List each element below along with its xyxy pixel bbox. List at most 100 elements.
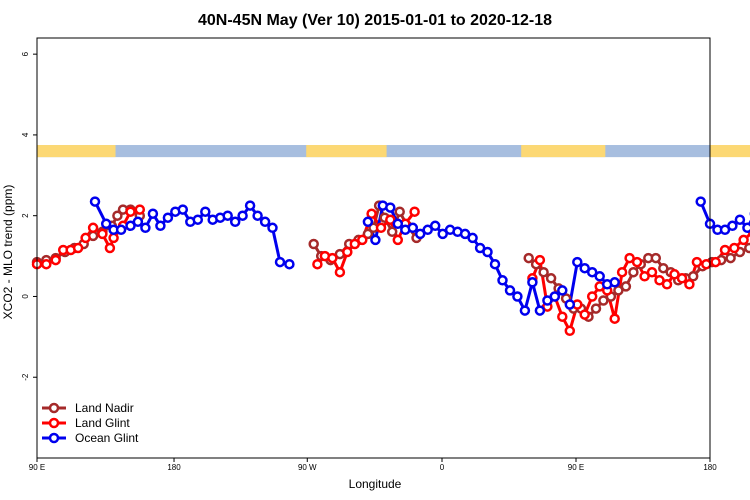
x-tick-label: 180 (703, 463, 717, 472)
data-point (104, 242, 116, 254)
data-point (489, 258, 501, 270)
y-axis-label: XCO2 - MLO trend (ppm) (1, 185, 15, 320)
legend-label: Land Glint (75, 416, 130, 430)
data-point (609, 277, 620, 288)
x-tick-label: 90 E (29, 463, 45, 472)
data-point (564, 325, 576, 337)
data-point (394, 206, 405, 217)
data-point (729, 242, 740, 254)
legend-swatch-point (48, 417, 60, 429)
data-point (414, 228, 426, 240)
data-point (459, 228, 471, 240)
data-point (252, 210, 263, 221)
data-point (613, 285, 624, 296)
data-point (545, 273, 557, 284)
x-axis-label: Longitude (349, 477, 402, 491)
data-point (200, 206, 211, 217)
data-point (177, 204, 189, 215)
data-point (631, 256, 643, 268)
data-point (512, 291, 523, 302)
data-point (284, 258, 295, 270)
data-point (687, 271, 699, 282)
data-point (710, 256, 721, 268)
data-point (409, 206, 420, 217)
data-point (586, 266, 598, 278)
data-point (259, 216, 271, 228)
data-point (646, 266, 658, 278)
data-point (695, 196, 706, 207)
data-point (274, 256, 286, 268)
data-point (564, 299, 576, 310)
series-points (31, 196, 750, 337)
data-point (244, 200, 256, 211)
data-point (744, 242, 750, 254)
data-point (385, 202, 396, 213)
data-point (523, 252, 534, 264)
legend-label: Ocean Glint (75, 431, 139, 445)
data-point (192, 214, 204, 225)
data-point (504, 285, 516, 296)
data-point (140, 222, 151, 234)
data-point (549, 291, 561, 302)
data-point (334, 266, 346, 278)
data-point (89, 196, 101, 207)
data-point (725, 252, 736, 264)
data-point (72, 242, 84, 254)
data-point (349, 238, 361, 250)
chart-title: 40N-45N May (Ver 10) 2015-01-01 to 2020-… (198, 12, 552, 29)
data-point (429, 220, 441, 232)
data-point (327, 252, 338, 264)
data-point (467, 232, 478, 244)
data-point (362, 216, 374, 228)
y-tick-label: 6 (21, 51, 30, 56)
data-point (50, 254, 61, 266)
data-point (609, 313, 620, 324)
data-point (654, 275, 665, 286)
land-sea-strip (37, 145, 750, 158)
data-point (112, 210, 123, 221)
data-point (497, 275, 508, 286)
strip-land-span (710, 145, 750, 158)
data-point (557, 285, 568, 296)
data-point (669, 269, 680, 280)
data-point (624, 252, 635, 264)
data-point (701, 258, 712, 270)
data-point (519, 305, 531, 316)
data-point (579, 262, 590, 274)
data-point (366, 208, 377, 219)
data-point (80, 232, 91, 244)
y-tick-label: 4 (21, 132, 30, 137)
plot-frame (36, 37, 711, 459)
data-point (422, 224, 433, 236)
data-point (557, 311, 568, 322)
data-point (639, 271, 650, 282)
data-point (222, 210, 233, 221)
data-point (527, 277, 538, 288)
data-point (147, 208, 159, 219)
data-point (100, 218, 112, 230)
data-point (734, 214, 746, 225)
data-point (132, 216, 144, 228)
strip-land-span (37, 145, 116, 158)
data-point (370, 234, 381, 246)
y-tick-label: -2 (21, 373, 30, 381)
y-axis: 6 4 2 0 -2 (21, 51, 37, 381)
data-point (125, 206, 136, 217)
data-point (482, 246, 493, 258)
y-tick-label: 2 (21, 213, 30, 218)
legend-swatch-point (48, 432, 60, 444)
data-point (229, 216, 241, 228)
data-point (719, 244, 731, 256)
data-point (267, 222, 278, 234)
legend-swatch-point (48, 402, 60, 414)
data-point (41, 258, 52, 270)
x-axis: 90 E 180 90 W 0 90 E 180 (29, 458, 717, 472)
x-tick-label: 0 (440, 463, 445, 472)
data-point (308, 238, 319, 250)
data-point (97, 228, 108, 240)
data-point (727, 220, 738, 232)
data-point (538, 266, 549, 278)
data-point (437, 228, 448, 240)
